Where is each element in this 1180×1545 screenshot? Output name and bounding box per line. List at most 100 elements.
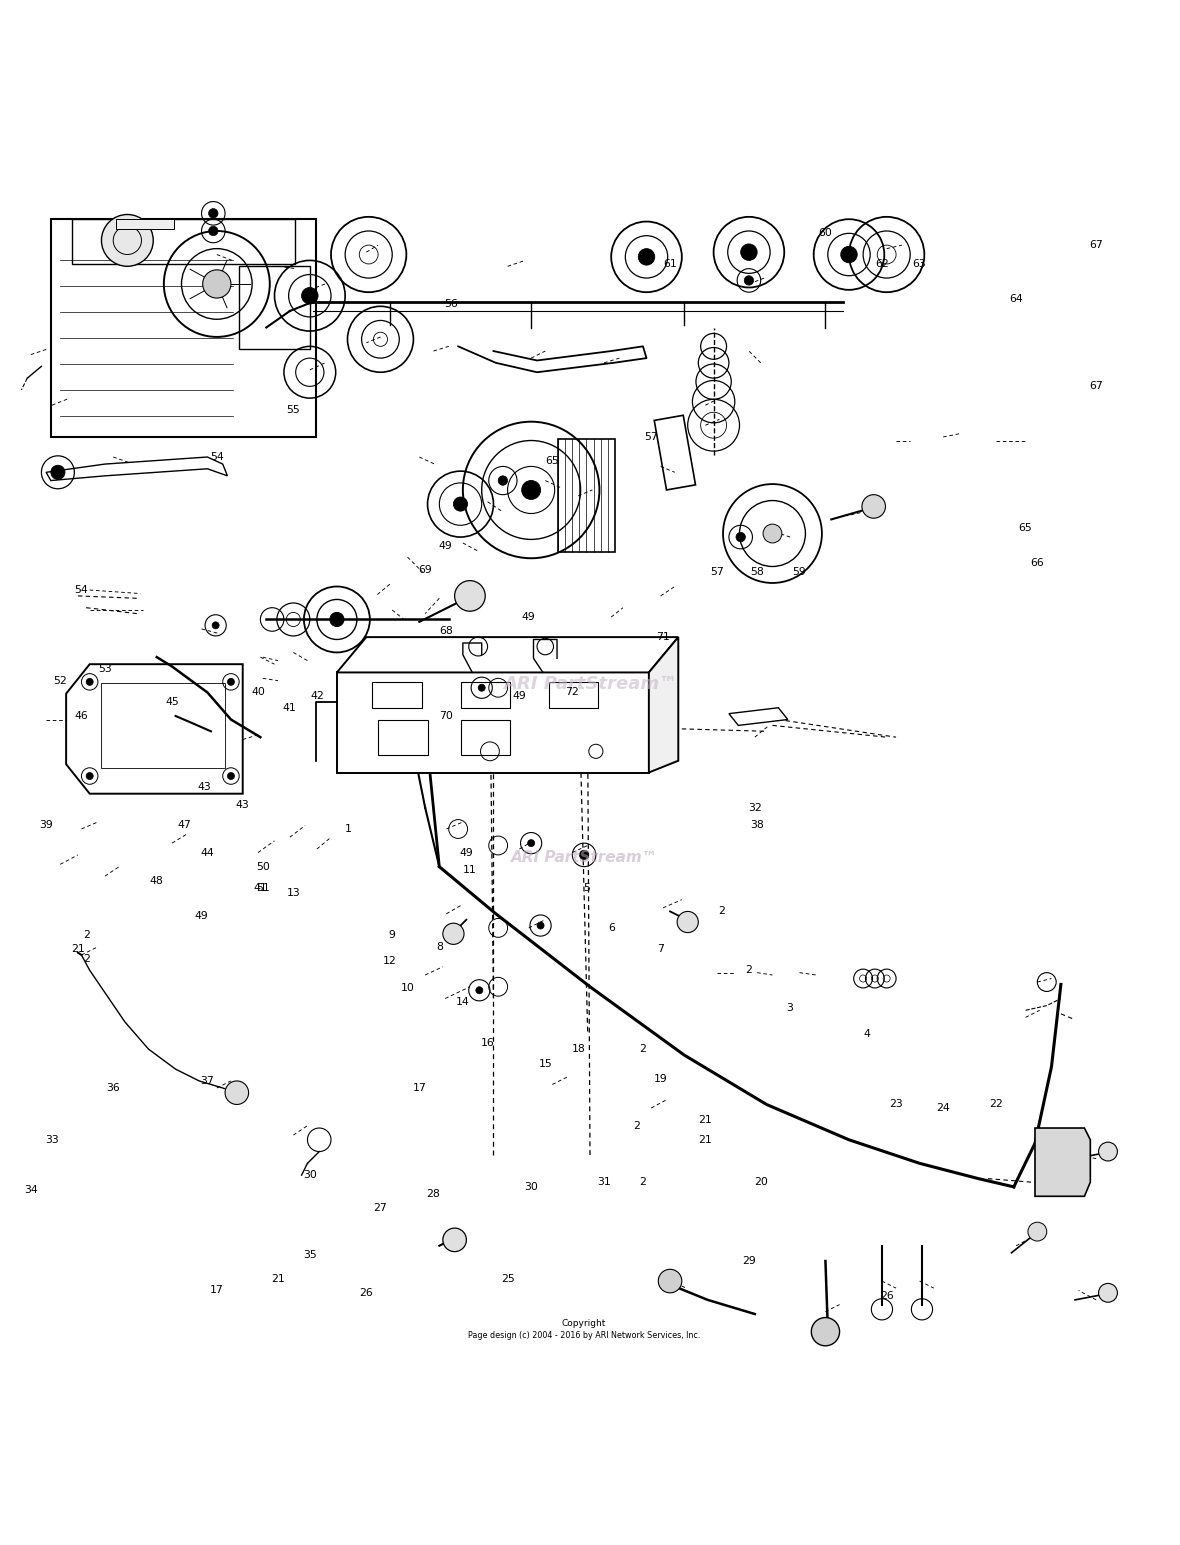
Text: 30: 30 xyxy=(524,1182,538,1191)
Circle shape xyxy=(537,922,544,929)
Text: 10: 10 xyxy=(400,983,414,993)
Bar xyxy=(240,266,310,349)
Text: 41: 41 xyxy=(254,882,267,893)
Text: 2: 2 xyxy=(640,1044,647,1054)
Text: 26: 26 xyxy=(880,1292,893,1301)
Text: 56: 56 xyxy=(444,300,458,309)
Circle shape xyxy=(442,1228,466,1251)
Text: 67: 67 xyxy=(1089,382,1103,391)
Text: 53: 53 xyxy=(98,664,112,674)
Text: 65: 65 xyxy=(545,456,559,465)
Circle shape xyxy=(1099,1284,1117,1302)
Circle shape xyxy=(579,850,589,859)
Text: 36: 36 xyxy=(106,1083,120,1092)
Text: 16: 16 xyxy=(480,1038,494,1048)
Polygon shape xyxy=(46,457,228,480)
Text: 21: 21 xyxy=(271,1273,284,1284)
Text: 29: 29 xyxy=(742,1256,756,1265)
Circle shape xyxy=(736,533,746,542)
Text: 71: 71 xyxy=(656,632,670,643)
Text: 9: 9 xyxy=(388,930,395,939)
Text: 8: 8 xyxy=(435,942,442,952)
Text: 18: 18 xyxy=(571,1044,585,1054)
Text: 52: 52 xyxy=(53,675,67,686)
Circle shape xyxy=(1099,1142,1117,1160)
Text: 6: 6 xyxy=(608,922,615,933)
Text: 47: 47 xyxy=(177,820,191,831)
Circle shape xyxy=(225,1082,249,1105)
Bar xyxy=(72,219,295,264)
Circle shape xyxy=(741,244,758,261)
Text: 49: 49 xyxy=(512,691,526,701)
Text: 12: 12 xyxy=(384,956,396,966)
Circle shape xyxy=(101,215,153,266)
Text: 49: 49 xyxy=(438,541,452,552)
Text: 65: 65 xyxy=(1018,522,1032,533)
Circle shape xyxy=(86,678,93,686)
Text: 50: 50 xyxy=(256,862,270,871)
Text: 69: 69 xyxy=(419,565,432,575)
Text: 14: 14 xyxy=(455,997,470,1007)
Text: 2: 2 xyxy=(83,930,90,939)
Text: 57: 57 xyxy=(644,433,658,442)
Text: 7: 7 xyxy=(657,944,664,955)
Text: 17: 17 xyxy=(210,1285,224,1295)
Bar xyxy=(116,219,175,229)
Text: 19: 19 xyxy=(654,1074,668,1083)
Text: 2: 2 xyxy=(83,953,90,964)
Bar xyxy=(372,681,421,708)
Text: 43: 43 xyxy=(236,800,250,811)
Text: 24: 24 xyxy=(936,1103,950,1112)
Text: 58: 58 xyxy=(750,567,763,578)
Text: 21: 21 xyxy=(71,944,85,955)
Text: 25: 25 xyxy=(500,1273,514,1284)
Text: 63: 63 xyxy=(913,260,926,269)
Text: 61: 61 xyxy=(663,260,677,269)
Circle shape xyxy=(228,678,235,686)
Text: 40: 40 xyxy=(251,688,266,697)
Text: 2: 2 xyxy=(719,907,726,916)
Polygon shape xyxy=(649,637,678,772)
Polygon shape xyxy=(729,708,788,726)
Text: 23: 23 xyxy=(890,1100,903,1109)
Text: 45: 45 xyxy=(165,697,179,708)
Circle shape xyxy=(453,497,467,511)
Text: 21: 21 xyxy=(699,1134,713,1145)
Bar xyxy=(460,720,510,756)
Text: 2: 2 xyxy=(640,1177,647,1187)
Bar xyxy=(101,683,225,768)
Bar xyxy=(51,219,316,437)
Circle shape xyxy=(302,287,319,304)
Bar xyxy=(654,416,695,490)
Circle shape xyxy=(861,494,885,518)
Text: 43: 43 xyxy=(197,782,211,791)
Circle shape xyxy=(209,226,218,236)
Circle shape xyxy=(498,476,507,485)
Text: 62: 62 xyxy=(876,260,889,269)
Circle shape xyxy=(1028,1222,1047,1241)
Text: 31: 31 xyxy=(597,1177,611,1187)
Text: 70: 70 xyxy=(439,711,453,722)
Text: 38: 38 xyxy=(750,820,763,831)
Circle shape xyxy=(638,249,655,266)
Text: 68: 68 xyxy=(439,626,453,637)
Text: 41: 41 xyxy=(283,703,296,712)
Text: 28: 28 xyxy=(426,1190,440,1199)
Bar xyxy=(460,681,510,708)
Text: 48: 48 xyxy=(150,876,164,885)
Circle shape xyxy=(812,1318,840,1346)
Text: 44: 44 xyxy=(201,848,215,857)
Text: 27: 27 xyxy=(374,1204,387,1213)
Circle shape xyxy=(677,912,699,933)
Bar xyxy=(549,681,598,708)
Text: 2: 2 xyxy=(746,966,753,975)
Circle shape xyxy=(228,772,235,780)
Text: ARI PartStream™: ARI PartStream™ xyxy=(511,850,657,865)
Text: 54: 54 xyxy=(210,453,224,462)
Circle shape xyxy=(212,621,219,629)
Text: 66: 66 xyxy=(1030,558,1044,569)
Circle shape xyxy=(476,987,483,993)
Circle shape xyxy=(478,684,485,691)
Text: 30: 30 xyxy=(303,1170,316,1180)
Circle shape xyxy=(527,839,535,847)
